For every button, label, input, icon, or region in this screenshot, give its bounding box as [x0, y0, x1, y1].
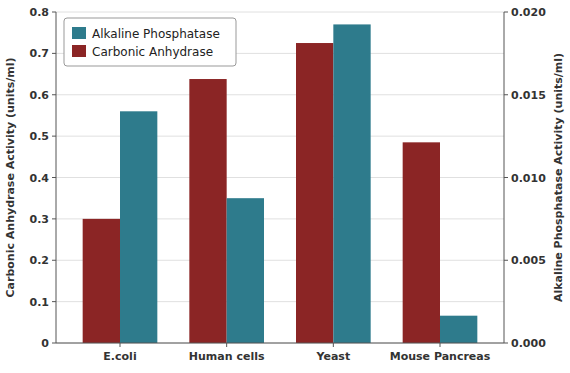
grid-line	[56, 12, 504, 13]
y-tick-label: 0	[41, 337, 49, 350]
y-tick	[52, 53, 56, 54]
y-tick-label: 0.5	[30, 130, 50, 143]
grid-line	[56, 94, 504, 95]
y-tick-label: 0.4	[30, 172, 50, 185]
y-tick-label: 0.3	[30, 213, 50, 226]
bar	[120, 111, 157, 343]
x-tick-label: Yeast	[316, 350, 351, 363]
legend-swatch	[72, 45, 86, 57]
x-tick	[226, 343, 227, 347]
y-tick	[52, 177, 56, 178]
y-tick	[52, 301, 56, 302]
x-tick-label: Human cells	[189, 350, 265, 363]
x-tick	[440, 343, 441, 347]
y2-tick	[504, 12, 508, 13]
y-tick	[52, 260, 56, 261]
bar	[296, 43, 333, 343]
y2-tick	[504, 177, 508, 178]
bar	[189, 79, 226, 343]
y2-tick-label: 0.015	[511, 89, 546, 102]
y2-tick-label: 0.020	[511, 6, 546, 19]
y2-tick-label: 0.005	[511, 254, 546, 267]
x-axis-line	[56, 343, 504, 344]
y2-tick-label: 0.010	[511, 172, 546, 185]
legend-box	[64, 18, 236, 66]
legend-label: Alkaline Phosphatase	[92, 27, 220, 41]
y-tick-label: 0.8	[30, 6, 50, 19]
legend-swatch	[72, 27, 86, 39]
axes: E.coli Human cells Yeast Mouse Pancreas 0 0.1…	[4, 6, 565, 363]
y-tick	[52, 12, 56, 13]
x-tick	[120, 343, 121, 347]
bar	[83, 219, 120, 343]
y-tick-label: 0.1	[30, 296, 50, 309]
y-axis-label: Carbonic Anhydrase Activity (units/ml)	[4, 57, 17, 297]
grid	[56, 12, 504, 343]
legend-label: Carbonic Anhydrase	[92, 45, 213, 59]
y-tick	[52, 343, 56, 344]
y-tick-label: 0.7	[30, 47, 50, 60]
bar	[403, 142, 440, 343]
x-tick-label: Mouse Pancreas	[390, 350, 491, 363]
bar	[333, 24, 370, 343]
chart-container: E.coli Human cells Yeast Mouse Pancreas 0 0.1…	[0, 0, 570, 373]
y-tick-label: 0.6	[30, 89, 50, 102]
x-tick-label: E.coli	[103, 350, 136, 363]
y2-tick	[504, 260, 508, 261]
legend: Alkaline Phosphatase Carbonic Anhydrase	[64, 18, 236, 66]
y2-tick	[504, 343, 508, 344]
y-tick	[52, 94, 56, 95]
x-tick	[333, 343, 334, 347]
y2-tick-label: 0.000	[511, 337, 546, 350]
y-tick	[52, 136, 56, 137]
y-tick-label: 0.2	[30, 254, 50, 267]
bar	[227, 198, 264, 343]
y2-axis-label: Alkaline Phosphatase Activity (units/ml)	[552, 53, 565, 302]
chart: E.coli Human cells Yeast Mouse Pancreas 0 0.1…	[0, 0, 570, 373]
grid-line	[56, 343, 504, 344]
y2-tick	[504, 94, 508, 95]
y-tick	[52, 218, 56, 219]
bar	[440, 316, 477, 343]
bars	[83, 24, 478, 343]
